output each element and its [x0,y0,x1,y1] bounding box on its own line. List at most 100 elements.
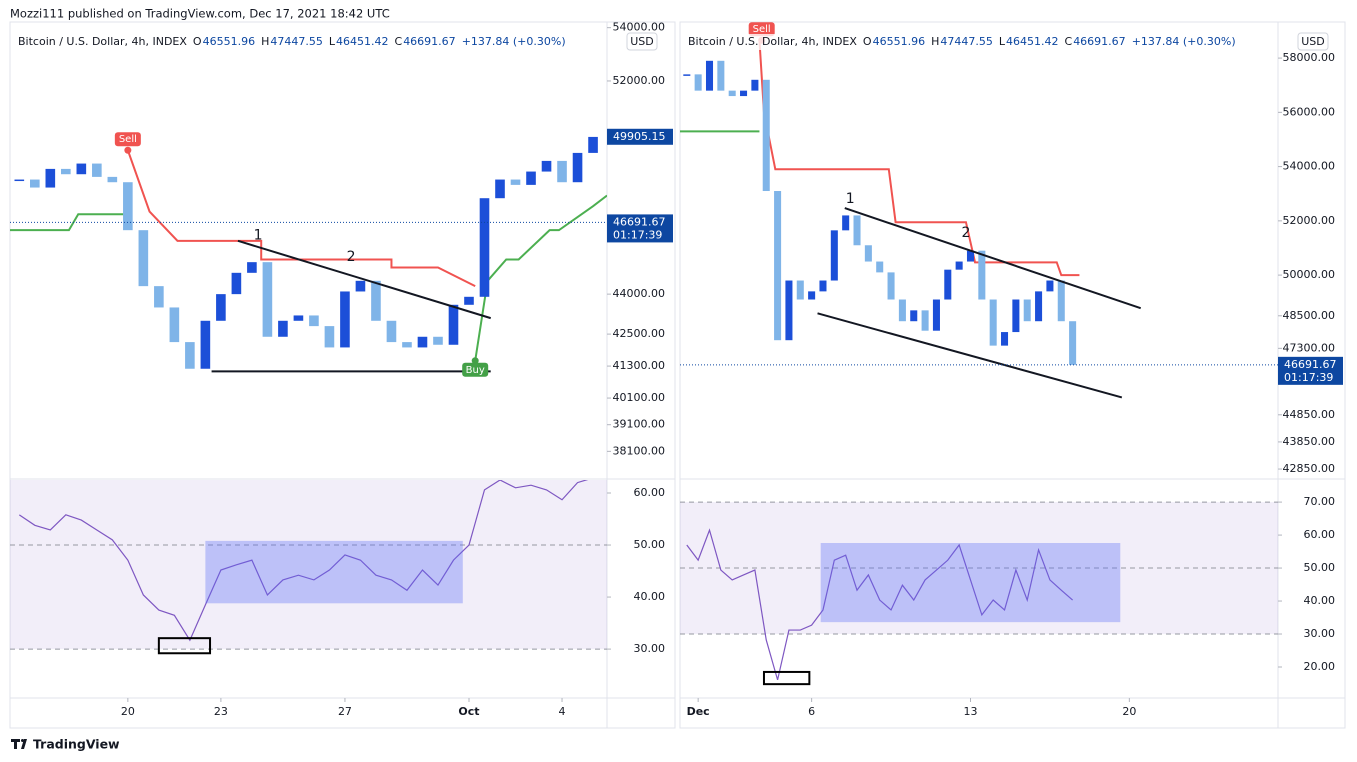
candle [1046,280,1054,292]
candle [216,294,226,321]
ohlc-key: L [329,35,336,48]
y-tick-label: 50000.00 [1283,268,1336,281]
y-tick-label: 52000.00 [613,74,666,87]
rsi-line [18,480,589,642]
x-tick-label: 20 [121,705,135,718]
rsi-tick-label: 50.00 [634,538,666,551]
candle [876,261,884,273]
wave-label: 2 [347,249,356,265]
candle [495,179,505,199]
x-tick-label: 20 [1122,705,1136,718]
y-tick-label: 39100.00 [613,418,666,431]
signal-text: Sell [119,134,137,145]
candle [464,296,474,305]
price-change: +137.84 (+0.30%) [462,35,566,48]
ohlc-key: H [261,35,269,48]
rsi-pane [680,501,1278,681]
price-badge-text: 49905.15 [613,130,666,143]
candle [921,310,929,331]
candle [978,250,986,300]
candle [402,342,412,348]
legend-bg [682,34,1242,50]
ohlc-key: L [999,35,1006,48]
y-tick-label: 54000.00 [613,21,666,34]
candle [842,215,850,231]
candle [541,160,552,172]
footer-brand: TradingView [33,737,120,752]
signal-text: Buy [466,365,485,376]
signal-text: Sell [753,24,771,35]
rsi-tick-label: 60.00 [634,486,666,499]
y-tick-label: 54000.00 [1283,160,1336,173]
ohlc-value: 46691.67 [403,35,456,48]
price-badge [607,128,673,145]
candle [1069,321,1077,365]
ohlc-value: 46691.67 [1073,35,1126,48]
countdown: 01:17:39 [1284,371,1333,384]
candle [247,262,257,273]
tradingview-logo [11,739,27,749]
candle [705,60,714,91]
candle [309,315,319,327]
price-pane: 12 [680,40,1142,399]
x-tick-label: 23 [214,705,228,718]
candle [76,163,87,175]
price-badge-text: 46691.67 [613,215,666,228]
candle [944,269,952,300]
candle [808,291,816,300]
legend-bg [12,34,572,50]
trendline [817,312,1123,399]
candle [30,179,40,188]
panel-frame [9,21,676,729]
candle [448,304,459,345]
wave-label: 2 [961,225,970,241]
signal-badge [462,362,489,377]
candle [864,245,872,262]
y-tick-label: 52000.00 [1283,214,1336,227]
countdown: 01:17:39 [613,228,662,241]
ohlc-key: H [931,35,939,48]
ohlc-value: 46551.96 [203,35,256,48]
candle [910,310,918,322]
symbol: Bitcoin / U.S. Dollar, 4h, INDEX [18,35,187,48]
ohlc-value: 47447.55 [270,35,323,48]
candle [510,179,521,185]
y-tick-label: 43850.00 [1283,435,1336,448]
x-tick-label: 4 [559,705,566,718]
currency-box [1297,32,1329,51]
candle [138,230,149,287]
trendline [844,207,1142,310]
x-tick-label: Dec [687,705,710,718]
ohlc-key: C [395,35,403,48]
candle [1035,291,1043,322]
candle [740,90,748,97]
candle [796,280,804,300]
rsi-box [820,542,1121,623]
rsi-box [205,540,463,604]
y-tick-label: 44850.00 [1283,408,1336,421]
candle [751,79,759,91]
candle [819,280,827,292]
rsi-tick-label: 30.00 [634,642,666,655]
candle [683,74,691,76]
candle [386,320,397,343]
candle [371,280,381,321]
candle [898,299,906,322]
signal-point [471,357,479,365]
panel-frame [679,21,1346,729]
candle [1057,280,1065,322]
price-change: +137.84 (+0.30%) [1132,35,1236,48]
supertrend-line [126,149,476,288]
ohlc-key: O [863,35,872,48]
price-pane: 12 [10,136,607,373]
trendline [237,239,491,320]
candle [169,307,180,343]
x-tick-label: 27 [338,705,352,718]
candle [14,179,25,182]
candle [479,198,490,297]
candle [774,191,782,341]
candle [728,90,736,97]
candle [200,320,211,369]
signal-badge [748,22,775,37]
